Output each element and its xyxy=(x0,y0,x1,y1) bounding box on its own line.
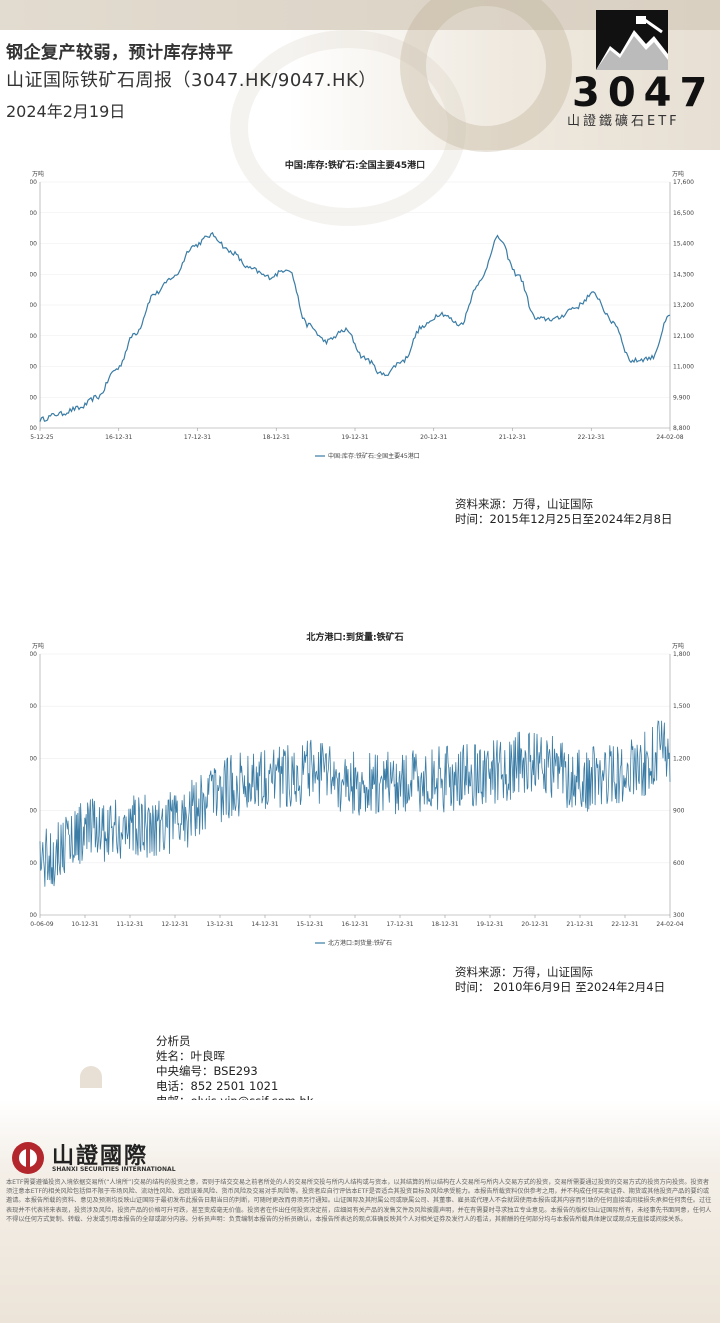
y-tick-left: 9,900 xyxy=(30,394,37,401)
etf-logo-number: 3047 xyxy=(572,70,716,116)
y-tick-right: 300 xyxy=(673,912,685,919)
y-tick-right: 1,500 xyxy=(673,703,690,710)
legend-label: 中国:库存:铁矿石:全国主要45港口 xyxy=(328,452,420,460)
company-name-en: SHANXI SECURITIES INTERNATIONAL xyxy=(52,1166,176,1173)
y-tick-right: 900 xyxy=(673,808,685,815)
y-tick-left: 16,500 xyxy=(30,210,37,217)
analyst-heading: 分析员 xyxy=(156,1034,191,1048)
x-tick-label: 15-12-31 xyxy=(296,921,323,928)
x-tick-label: 22-12-31 xyxy=(578,434,605,441)
y-tick-right: 8,800 xyxy=(673,425,690,432)
y-tick-left: 900 xyxy=(30,808,37,815)
chart-port-inventory: 中国:库存:铁矿石:全国主要45港口万吨万吨17,60017,60016,500… xyxy=(16,150,700,470)
x-tick-label: 11-12-31 xyxy=(116,921,143,928)
x-tick-label: 24-02-08 xyxy=(656,434,683,441)
chart2-source: 资料来源：万得，山证国际 时间： 2010年6月9日 至2024年2月4日 xyxy=(455,965,665,995)
y-tick-left: 1,800 xyxy=(30,651,37,658)
y-tick-left: 1,200 xyxy=(30,755,37,762)
company-name: 山證國際 xyxy=(52,1144,149,1169)
x-tick-label: 15-12-25 xyxy=(30,434,54,441)
company-logo: 山證國際 SHANXI SECURITIES INTERNATIONAL xyxy=(10,1138,210,1178)
y-tick-left: 8,800 xyxy=(30,425,37,432)
y-unit-left: 万吨 xyxy=(32,170,44,178)
chart2-source-text: 资料来源：万得，山证国际 xyxy=(455,965,593,979)
y-tick-right: 15,400 xyxy=(673,241,694,248)
etf-logo-caption: 山證鐵礦石ETF xyxy=(567,114,680,129)
y-unit-left: 万吨 xyxy=(32,642,44,650)
disclaimer-text: 本ETF需要遵循投资入境依据交易所(“人境所”)交易的结构的投资之意，否则于结交… xyxy=(6,1179,712,1223)
y-tick-left: 600 xyxy=(30,860,37,867)
analyst-cert: 中央编号：BSE293 xyxy=(156,1064,258,1078)
y-tick-right: 11,000 xyxy=(673,364,694,371)
y-tick-left: 14,300 xyxy=(30,271,37,278)
x-tick-label: 17-12-31 xyxy=(184,434,211,441)
footer-background xyxy=(0,1100,720,1323)
y-tick-left: 300 xyxy=(30,912,37,919)
y-tick-right: 1,200 xyxy=(673,755,690,762)
company-emblem-icon xyxy=(12,1142,44,1174)
x-tick-label: 20-12-31 xyxy=(521,921,548,928)
x-tick-label: 18-12-31 xyxy=(263,434,290,441)
x-tick-label: 17-12-31 xyxy=(386,921,413,928)
analyst-info: 分析员 姓名：叶良晖 中央编号：BSE293 电话：852 2501 1021 … xyxy=(156,1034,313,1109)
report-title: 钢企复产较弱，预计库存持平 xyxy=(6,43,234,63)
chart1-date-range: 时间：2015年12月25日至2024年2月8日 xyxy=(455,512,673,526)
y-tick-right: 17,600 xyxy=(673,179,694,186)
x-tick-label: 22-12-31 xyxy=(611,921,638,928)
y-tick-right: 600 xyxy=(673,860,685,867)
y-tick-right: 14,300 xyxy=(673,271,694,278)
report-date: 2024年2月19日 xyxy=(6,102,126,121)
x-tick-label: 16-12-31 xyxy=(341,921,368,928)
y-tick-right: 9,900 xyxy=(673,394,690,401)
series-line xyxy=(39,231,671,422)
x-tick-label: 20-12-31 xyxy=(420,434,447,441)
decorative-semicircle xyxy=(80,1066,102,1088)
analyst-name: 姓名：叶良晖 xyxy=(156,1049,225,1063)
x-tick-label: 19-12-31 xyxy=(476,921,503,928)
chart2-svg: 北方港口:到货量:铁矿石万吨万吨1,8001,8001,5001,5001,20… xyxy=(20,631,691,947)
x-tick-label: 19-12-31 xyxy=(341,434,368,441)
x-tick-label: 16-12-31 xyxy=(105,434,132,441)
y-tick-right: 13,200 xyxy=(673,302,694,309)
x-tick-label: 24-02-04 xyxy=(656,921,683,928)
x-tick-label: 10-12-31 xyxy=(71,921,98,928)
y-tick-left: 12,100 xyxy=(30,333,37,340)
x-tick-label: 12-12-31 xyxy=(161,921,188,928)
y-tick-right: 16,500 xyxy=(673,210,694,217)
y-tick-left: 15,400 xyxy=(30,241,37,248)
chart-north-port-arrivals: 北方港口:到货量:铁矿石万吨万吨1,8001,8001,5001,5001,20… xyxy=(20,620,700,955)
series-line xyxy=(39,720,671,887)
y-tick-right: 12,100 xyxy=(673,333,694,340)
x-tick-label: 18-12-31 xyxy=(431,921,458,928)
x-tick-label: 13-12-31 xyxy=(206,921,233,928)
legend-label: 北方港口:到货量:铁矿石 xyxy=(328,939,392,947)
y-tick-left: 11,000 xyxy=(30,364,37,371)
report-subtitle: 山证国际铁矿石周报（3047.HK/9047.HK） xyxy=(6,70,377,91)
y-tick-right: 1,800 xyxy=(673,651,690,658)
etf-logo-mountain-icon xyxy=(596,10,668,70)
x-tick-label: 10-06-09 xyxy=(30,921,54,928)
y-unit-right: 万吨 xyxy=(672,170,684,178)
x-tick-label: 14-12-31 xyxy=(251,921,278,928)
chart1-source: 资料来源：万得，山证国际 时间：2015年12月25日至2024年2月8日 xyxy=(455,497,672,527)
chart-title: 北方港口:到货量:铁矿石 xyxy=(306,631,403,643)
y-tick-left: 17,600 xyxy=(30,179,37,186)
y-tick-left: 1,500 xyxy=(30,703,37,710)
x-tick-label: 21-12-31 xyxy=(566,921,593,928)
chart1-source-text: 资料来源：万得，山证国际 xyxy=(455,497,593,511)
chart1-svg: 中国:库存:铁矿石:全国主要45港口万吨万吨17,60017,60016,500… xyxy=(16,159,694,460)
chart-title: 中国:库存:铁矿石:全国主要45港口 xyxy=(285,159,425,171)
x-tick-label: 21-12-31 xyxy=(499,434,526,441)
analyst-phone: 电话：852 2501 1021 xyxy=(156,1079,279,1093)
y-tick-left: 13,200 xyxy=(30,302,37,309)
y-unit-right: 万吨 xyxy=(672,642,684,650)
chart2-date-range: 时间： 2010年6月9日 至2024年2月4日 xyxy=(455,980,666,994)
